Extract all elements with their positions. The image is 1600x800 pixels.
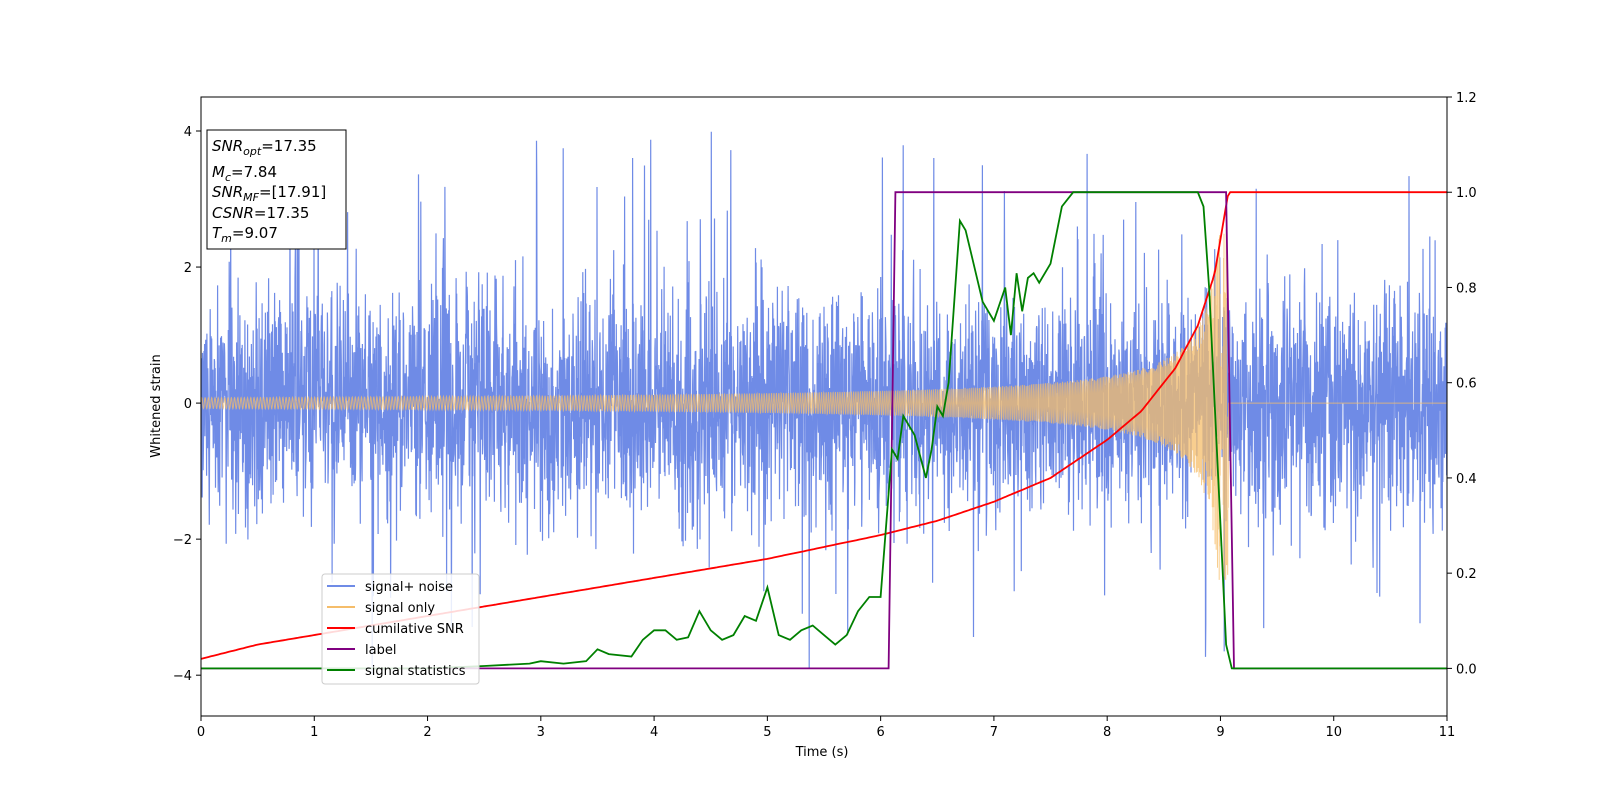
y-right-tick-label: 0.0	[1456, 662, 1477, 677]
series-signal-noise	[201, 131, 1447, 675]
x-tick-label: 5	[763, 725, 771, 740]
y-right-tick-label: 1.0	[1456, 186, 1477, 201]
x-tick-label: 4	[650, 725, 658, 740]
annotation-symbol: SNR	[212, 183, 243, 201]
x-tick-label: 7	[990, 725, 998, 740]
axes-frame	[200, 96, 1448, 717]
legend-entry-label: signal+ noise	[365, 580, 453, 595]
annotation-box-frame	[206, 129, 347, 250]
annotation-symbol: SNR	[212, 137, 243, 155]
x-tick-label: 11	[1439, 725, 1456, 740]
y-right-tick-label: 0.4	[1456, 472, 1477, 487]
annotation-symbol: M	[212, 163, 225, 181]
annotation-line: SNRopt=17.35	[212, 137, 317, 158]
y-left-tick-label: −2	[173, 533, 192, 548]
annotation-value: =17.35	[254, 204, 310, 222]
x-tick-label: 8	[1103, 725, 1111, 740]
annotation-subscript: c	[225, 171, 231, 184]
legend-entry-label: signal only	[365, 601, 435, 616]
x-axis: 0 1 2 3 4 5 6 7 8 9 10 11	[197, 716, 1455, 740]
series-signal-statistics	[201, 191, 1447, 670]
annotation-box: SNRopt=17.35Mc=7.84SNRMF=[17.91]CSNR=17.…	[206, 129, 347, 250]
y-axis-right: 0.0 0.2 0.4 0.6 0.8 1.0 1.2	[1447, 91, 1477, 677]
annotation-subscript: opt	[243, 145, 262, 158]
x-tick-label: 10	[1325, 725, 1342, 740]
y-axis-label: Whitened strain	[149, 354, 164, 457]
annotation-value: =[17.91]	[259, 183, 326, 201]
x-tick-label: 1	[310, 725, 318, 740]
annotation-line: CSNR=17.35	[212, 204, 309, 222]
series-signal-only	[201, 229, 1447, 580]
y-left-tick-label: 4	[184, 125, 192, 140]
annotation-line: Mc=7.84	[212, 163, 277, 184]
y-right-tick-label: 1.2	[1456, 91, 1477, 106]
x-tick-label: 2	[423, 725, 431, 740]
legend-frame	[321, 573, 480, 685]
legend-entry-label: label	[365, 643, 396, 658]
y-left-tick-label: 2	[184, 261, 192, 276]
annotation-value: =17.35	[261, 137, 317, 155]
y-right-tick-label: 0.8	[1456, 281, 1477, 296]
annotation-symbol: T	[212, 224, 223, 242]
x-tick-label: 0	[197, 725, 205, 740]
annotation-subscript: MF	[243, 191, 259, 204]
annotation-subscript: m	[221, 232, 232, 245]
legend-entry-label: cumilative SNR	[365, 622, 464, 637]
annotation-value: =9.07	[232, 224, 278, 242]
x-axis-label: Time (s)	[795, 745, 849, 760]
legend: signal+ noise signal only cumilative SNR la…	[321, 573, 480, 685]
legend-entry-label: signal statistics	[365, 664, 466, 679]
annotation-line: SNRMF=[17.91]	[212, 183, 326, 204]
y-left-tick-label: 0	[184, 397, 192, 412]
annotation-symbol: CSNR	[212, 204, 254, 222]
annotation-value: =7.84	[231, 163, 277, 181]
y-right-tick-label: 0.6	[1456, 377, 1477, 392]
y-right-tick-label: 0.2	[1456, 567, 1477, 582]
x-tick-label: 6	[876, 725, 884, 740]
x-tick-label: 3	[537, 725, 545, 740]
y-axis-left: −4 −2 0 2 4	[173, 125, 201, 684]
x-tick-label: 9	[1216, 725, 1224, 740]
annotation-line: Tm=9.07	[212, 224, 278, 245]
y-left-tick-label: −4	[173, 669, 192, 684]
